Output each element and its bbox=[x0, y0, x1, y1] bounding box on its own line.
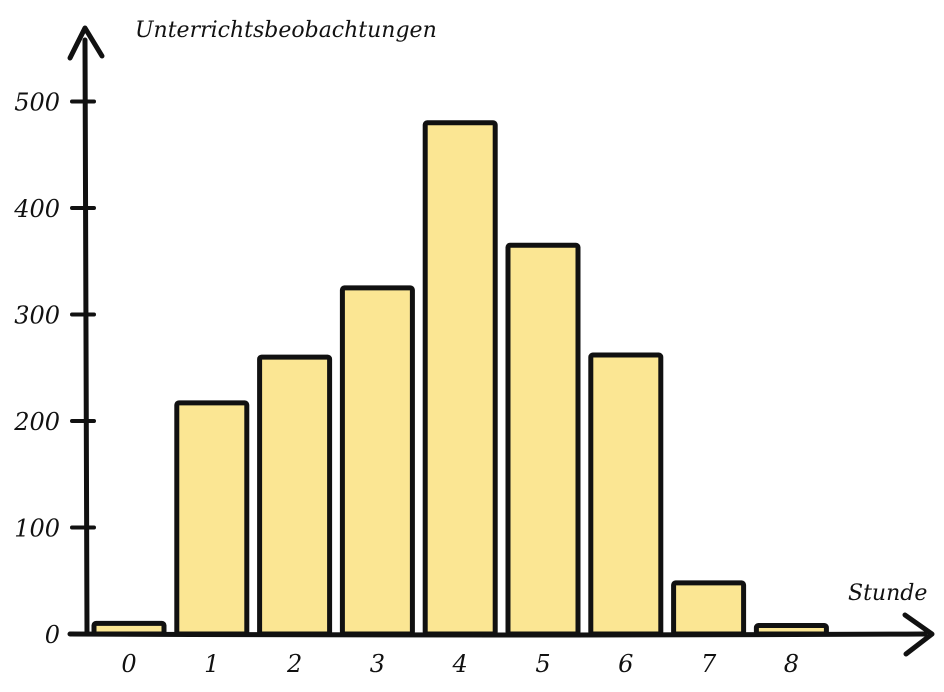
y-axis-line bbox=[82, 37, 90, 637]
y-tick-label-100: 100 bbox=[14, 515, 60, 543]
x-axis-arrow-icon bbox=[902, 612, 935, 657]
x-tick-label-8: 8 bbox=[784, 650, 799, 678]
y-ticks-group: 0 100 200 300 400 500 bbox=[13, 89, 96, 649]
bar-5 bbox=[505, 242, 581, 637]
bar-2 bbox=[257, 354, 333, 637]
x-tick-label-4: 4 bbox=[452, 650, 468, 678]
bars-group bbox=[91, 120, 829, 637]
bar-4 bbox=[422, 120, 498, 637]
bar-3 bbox=[339, 285, 415, 637]
y-tick-label-300: 300 bbox=[14, 302, 60, 330]
y-tick-label-200: 200 bbox=[13, 408, 60, 436]
y-axis-arrow-icon bbox=[67, 25, 105, 61]
y-tick-label-500: 500 bbox=[14, 89, 60, 117]
x-tick-label-1: 1 bbox=[204, 650, 219, 678]
x-axis-line bbox=[67, 631, 928, 638]
bar-7 bbox=[671, 580, 747, 637]
bar-6 bbox=[588, 352, 664, 637]
x-tick-label-0: 0 bbox=[121, 650, 136, 678]
x-tick-label-7: 7 bbox=[701, 650, 717, 678]
x-tick-label-2: 2 bbox=[286, 650, 302, 678]
y-tick-label-400: 400 bbox=[13, 195, 60, 223]
bar-1 bbox=[174, 400, 250, 637]
y-tick-label-0: 0 bbox=[45, 621, 60, 649]
y-axis-title: Unterrichtsbeobachtungen bbox=[135, 18, 437, 43]
axes-group bbox=[67, 25, 935, 657]
x-tick-label-3: 3 bbox=[370, 650, 385, 678]
x-tick-label-6: 6 bbox=[618, 650, 633, 678]
x-axis-title: Stunde bbox=[848, 581, 927, 606]
x-tick-label-5: 5 bbox=[535, 650, 550, 678]
x-ticks-group: 0 1 2 3 4 5 6 7 8 bbox=[121, 650, 799, 678]
